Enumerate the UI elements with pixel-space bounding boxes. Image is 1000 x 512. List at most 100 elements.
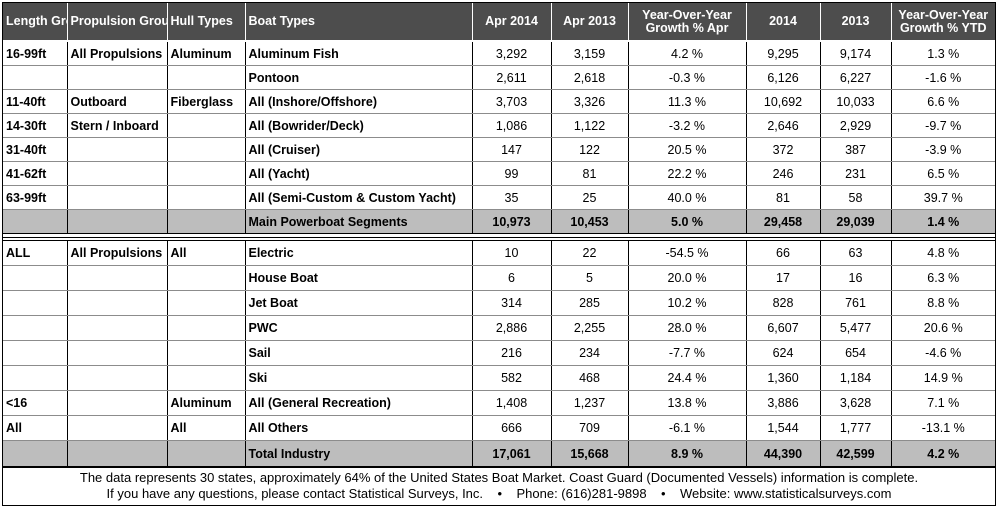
- table-row: Ski 582 468 24.4 % 1,360 1,184 14.9 %: [3, 365, 995, 391]
- cell-ytd-2014: 828: [746, 290, 821, 316]
- summary-cell-hull-type: [167, 440, 246, 468]
- cell-yoy-growth-ytd: -13.1 %: [891, 415, 995, 441]
- cell-ytd-2014: 9,295: [746, 42, 821, 66]
- table-row: House Boat 6 5 20.0 % 17 16 6.3 %: [3, 265, 995, 291]
- summary-cell-ytd-2014: 29,458: [746, 209, 821, 234]
- header-yoy-growth-apr: Year-Over-Year Growth % Apr: [628, 3, 747, 40]
- cell-length-group: [3, 340, 68, 366]
- powerboat-segments-body: 16-99ft All Propulsions Aluminum Aluminum F…: [3, 42, 995, 234]
- header-yoy-growth-ytd: Year-Over-Year Growth % YTD: [891, 3, 995, 40]
- cell-length-group: All: [3, 415, 68, 441]
- cell-apr-2014: 6: [472, 265, 552, 291]
- cell-yoy-growth-ytd: -1.6 %: [891, 65, 995, 90]
- cell-ytd-2013: 16: [820, 265, 892, 291]
- cell-yoy-growth-ytd: 4.8 %: [891, 241, 995, 266]
- cell-apr-2013: 22: [551, 241, 629, 266]
- cell-boat-type: All (Semi-Custom & Custom Yacht): [245, 185, 473, 210]
- cell-length-group: 31-40ft: [3, 137, 68, 162]
- cell-yoy-growth-ytd: 8.8 %: [891, 290, 995, 316]
- cell-apr-2013: 468: [551, 365, 629, 391]
- summary-cell-ytd-2013: 29,039: [820, 209, 892, 234]
- cell-yoy-growth-ytd: -4.6 %: [891, 340, 995, 366]
- cell-ytd-2013: 2,929: [820, 113, 892, 138]
- summary-cell-boat-type: Main Powerboat Segments: [245, 209, 473, 234]
- cell-ytd-2014: 3,886: [746, 390, 821, 416]
- cell-ytd-2014: 1,544: [746, 415, 821, 441]
- cell-boat-type: All (Cruiser): [245, 137, 473, 162]
- cell-length-group: 16-99ft: [3, 42, 68, 66]
- cell-propulsion-group: [67, 315, 168, 341]
- cell-ytd-2014: 2,646: [746, 113, 821, 138]
- cell-ytd-2014: 6,126: [746, 65, 821, 90]
- cell-hull-type: All: [167, 415, 246, 441]
- cell-ytd-2014: 81: [746, 185, 821, 210]
- footer-line-1: The data represents 30 states, approxima…: [79, 470, 919, 485]
- cell-apr-2014: 99: [472, 161, 552, 186]
- cell-ytd-2013: 6,227: [820, 65, 892, 90]
- cell-apr-2013: 5: [551, 265, 629, 291]
- cell-boat-type: All Others: [245, 415, 473, 441]
- header-propulsion-group: Propulsion Group: [67, 3, 168, 40]
- header-2013: 2013: [820, 3, 892, 40]
- section-divider: [3, 237, 995, 241]
- cell-yoy-growth-apr: 20.5 %: [628, 137, 747, 162]
- cell-yoy-growth-apr: 22.2 %: [628, 161, 747, 186]
- cell-propulsion-group: [67, 365, 168, 391]
- cell-yoy-growth-apr: -7.7 %: [628, 340, 747, 366]
- cell-hull-type: [167, 365, 246, 391]
- cell-apr-2014: 147: [472, 137, 552, 162]
- table-row: All All All Others 666 709 -6.1 % 1,544 1,777 -1…: [3, 415, 995, 441]
- cell-yoy-growth-apr: -0.3 %: [628, 65, 747, 90]
- summary-cell-propulsion-group: [67, 209, 168, 234]
- table-row: Jet Boat 314 285 10.2 % 828 761 8.8 %: [3, 290, 995, 316]
- cell-length-group: 14-30ft: [3, 113, 68, 138]
- cell-apr-2013: 1,122: [551, 113, 629, 138]
- cell-ytd-2013: 3,628: [820, 390, 892, 416]
- header-2014: 2014: [746, 3, 821, 40]
- cell-length-group: ALL: [3, 241, 68, 266]
- cell-boat-type: Aluminum Fish: [245, 42, 473, 66]
- cell-yoy-growth-apr: 4.2 %: [628, 42, 747, 66]
- header-length-group: Length Group: [3, 3, 68, 40]
- cell-yoy-growth-ytd: 14.9 %: [891, 365, 995, 391]
- cell-yoy-growth-ytd: 39.7 %: [891, 185, 995, 210]
- table-row: 31-40ft All (Cruiser) 147 122 20.5 % 372 387 -3…: [3, 137, 995, 162]
- cell-apr-2014: 10: [472, 241, 552, 266]
- cell-boat-type: All (Bowrider/Deck): [245, 113, 473, 138]
- cell-boat-type: House Boat: [245, 265, 473, 291]
- header-apr-2013: Apr 2013: [551, 3, 629, 40]
- summary-cell-ytd-2013: 42,599: [820, 440, 892, 468]
- cell-hull-type: [167, 265, 246, 291]
- cell-propulsion-group: [67, 415, 168, 441]
- cell-length-group: [3, 265, 68, 291]
- cell-yoy-growth-apr: 24.4 %: [628, 365, 747, 391]
- cell-apr-2013: 234: [551, 340, 629, 366]
- cell-ytd-2014: 246: [746, 161, 821, 186]
- cell-apr-2014: 582: [472, 365, 552, 391]
- subtotal-row: Main Powerboat Segments 10,973 10,453 5.0 %…: [3, 209, 995, 234]
- cell-yoy-growth-ytd: -3.9 %: [891, 137, 995, 162]
- cell-propulsion-group: All Propulsions: [67, 42, 168, 66]
- cell-ytd-2014: 66: [746, 241, 821, 266]
- table-row: 11-40ft Outboard Fiberglass All (Inshore/Of…: [3, 89, 995, 114]
- summary-cell-boat-type: Total Industry: [245, 440, 473, 468]
- summary-cell-yoy-growth-ytd: 1.4 %: [891, 209, 995, 234]
- cell-apr-2014: 3,292: [472, 42, 552, 66]
- summary-cell-hull-type: [167, 209, 246, 234]
- cell-yoy-growth-ytd: 7.1 %: [891, 390, 995, 416]
- cell-yoy-growth-apr: 11.3 %: [628, 89, 747, 114]
- cell-apr-2013: 122: [551, 137, 629, 162]
- cell-yoy-growth-ytd: 6.3 %: [891, 265, 995, 291]
- summary-cell-apr-2014: 10,973: [472, 209, 552, 234]
- cell-length-group: [3, 65, 68, 90]
- cell-ytd-2014: 6,607: [746, 315, 821, 341]
- cell-apr-2013: 1,237: [551, 390, 629, 416]
- cell-boat-type: Electric: [245, 241, 473, 266]
- cell-boat-type: Pontoon: [245, 65, 473, 90]
- cell-propulsion-group: All Propulsions: [67, 241, 168, 266]
- cell-apr-2014: 1,408: [472, 390, 552, 416]
- cell-length-group: 11-40ft: [3, 89, 68, 114]
- cell-yoy-growth-apr: -54.5 %: [628, 241, 747, 266]
- cell-ytd-2013: 10,033: [820, 89, 892, 114]
- cell-boat-type: Sail: [245, 340, 473, 366]
